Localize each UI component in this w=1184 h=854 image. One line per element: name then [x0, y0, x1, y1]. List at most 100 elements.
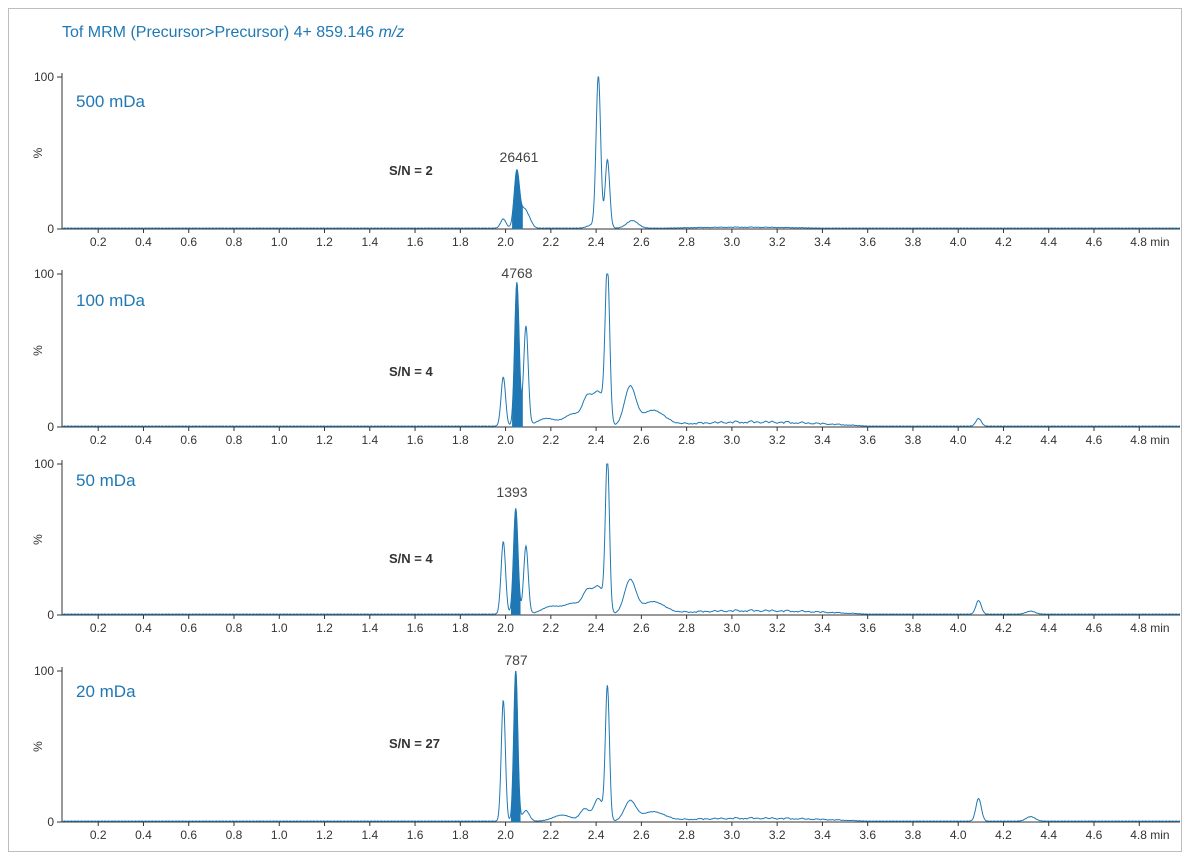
y-tick-label: 100 — [34, 457, 54, 471]
x-tick-label: 1.2 — [316, 433, 333, 447]
x-tick-label: 4.0 — [950, 235, 967, 249]
signal-to-noise-label: S/N = 4 — [389, 364, 433, 379]
x-tick-label: 1.2 — [316, 621, 333, 635]
x-tick-label: 1.0 — [271, 621, 288, 635]
y-tick-label: 100 — [34, 267, 54, 281]
x-tick-label: 1.4 — [361, 828, 378, 842]
panel-label: 100 mDa — [76, 291, 146, 310]
x-tick-label: 0.8 — [226, 828, 243, 842]
x-tick-label: 2.8 — [678, 235, 695, 249]
x-tick-label: 3.0 — [724, 235, 741, 249]
x-tick-label: 3.2 — [769, 828, 786, 842]
chromatogram-trace — [61, 76, 1181, 229]
x-tick-label: 3.4 — [814, 828, 831, 842]
peak-area-label: 4768 — [501, 265, 532, 281]
x-tick-label: 1.4 — [361, 235, 378, 249]
peak-area-label: 1393 — [496, 484, 527, 500]
y-axis-label: % — [31, 741, 45, 752]
y-tick-label: 100 — [34, 70, 54, 84]
x-tick-label: 0.6 — [180, 828, 197, 842]
x-tick-label: 2.8 — [678, 621, 695, 635]
x-tick-label: 1.6 — [407, 828, 424, 842]
x-tick-label: 3.4 — [814, 235, 831, 249]
chromatogram-trace — [61, 463, 1181, 615]
x-tick-label: 1.4 — [361, 433, 378, 447]
x-tick-label: 0.4 — [135, 433, 152, 447]
x-tick-label: 3.4 — [814, 433, 831, 447]
x-tick-label: 2.2 — [542, 621, 559, 635]
integrated-peak-area — [512, 169, 523, 230]
x-tick-label: 1.2 — [316, 235, 333, 249]
chromatogram-frame — [8, 8, 1182, 852]
x-tick-label: 1.4 — [361, 621, 378, 635]
chromatogram-trace — [61, 273, 1181, 427]
x-tick-label: 4.6 — [1086, 621, 1103, 635]
x-tick-label: 4.4 — [1040, 828, 1057, 842]
x-tick-label: 2.6 — [633, 621, 650, 635]
x-tick-label: 2.6 — [633, 828, 650, 842]
y-tick-label: 100 — [34, 664, 54, 678]
y-tick-label: 0 — [47, 222, 54, 236]
x-tick-label: 2.0 — [497, 433, 514, 447]
integrated-peak-area — [512, 281, 523, 428]
x-tick-label: 2.0 — [497, 621, 514, 635]
x-tick-label: 2.0 — [497, 235, 514, 249]
peak-area-label: 787 — [504, 652, 528, 668]
x-tick-label: 4.2 — [995, 621, 1012, 635]
x-tick-label: 4.2 — [995, 828, 1012, 842]
signal-to-noise-label: S/N = 2 — [389, 163, 433, 178]
x-tick-label: 1.2 — [316, 828, 333, 842]
x-tick-label: 4.4 — [1040, 235, 1057, 249]
y-axis-label: % — [31, 534, 45, 545]
x-tick-label: 0.8 — [226, 433, 243, 447]
x-tick-label: 4.8 min — [1130, 828, 1169, 842]
integrated-peak-area — [510, 670, 521, 823]
x-tick-label: 0.2 — [90, 433, 107, 447]
chart-title: Tof MRM (Precursor>Precursor) 4+ 859.146… — [62, 24, 404, 42]
x-tick-label: 1.6 — [407, 235, 424, 249]
x-tick-label: 4.8 min — [1130, 235, 1169, 249]
x-tick-label: 4.2 — [995, 235, 1012, 249]
x-tick-label: 0.6 — [180, 621, 197, 635]
x-tick-label: 0.2 — [90, 828, 107, 842]
x-tick-label: 0.2 — [90, 235, 107, 249]
x-tick-label: 2.2 — [542, 828, 559, 842]
x-tick-label: 3.0 — [724, 621, 741, 635]
x-tick-label: 1.6 — [407, 433, 424, 447]
x-tick-label: 3.8 — [905, 433, 922, 447]
x-tick-label: 1.8 — [452, 433, 469, 447]
x-tick-label: 3.8 — [905, 235, 922, 249]
x-tick-label: 0.6 — [180, 433, 197, 447]
x-tick-label: 4.8 min — [1130, 433, 1169, 447]
x-tick-label: 0.4 — [135, 235, 152, 249]
x-tick-label: 1.8 — [452, 235, 469, 249]
x-tick-label: 2.6 — [633, 433, 650, 447]
x-tick-label: 3.8 — [905, 621, 922, 635]
x-tick-label: 4.2 — [995, 433, 1012, 447]
x-tick-label: 2.6 — [633, 235, 650, 249]
x-tick-label: 2.8 — [678, 433, 695, 447]
x-tick-label: 1.0 — [271, 235, 288, 249]
panel-label: 500 mDa — [76, 92, 146, 111]
x-tick-label: 2.8 — [678, 828, 695, 842]
x-tick-label: 2.0 — [497, 828, 514, 842]
x-tick-label: 1.0 — [271, 828, 288, 842]
x-tick-label: 3.6 — [859, 621, 876, 635]
x-tick-label: 3.0 — [724, 828, 741, 842]
x-tick-label: 4.4 — [1040, 433, 1057, 447]
x-tick-label: 3.8 — [905, 828, 922, 842]
x-tick-label: 3.6 — [859, 433, 876, 447]
x-tick-label: 1.0 — [271, 433, 288, 447]
signal-to-noise-label: S/N = 27 — [389, 736, 440, 751]
x-tick-label: 0.4 — [135, 621, 152, 635]
panel-label: 20 mDa — [76, 682, 136, 701]
x-tick-label: 1.6 — [407, 621, 424, 635]
title-text: Tof MRM (Precursor>Precursor) 4+ 859.146 — [62, 24, 379, 41]
x-tick-label: 3.2 — [769, 621, 786, 635]
x-tick-label: 2.4 — [588, 621, 605, 635]
x-tick-label: 0.4 — [135, 828, 152, 842]
x-tick-label: 4.6 — [1086, 828, 1103, 842]
y-tick-label: 0 — [47, 815, 54, 829]
x-tick-label: 0.6 — [180, 235, 197, 249]
